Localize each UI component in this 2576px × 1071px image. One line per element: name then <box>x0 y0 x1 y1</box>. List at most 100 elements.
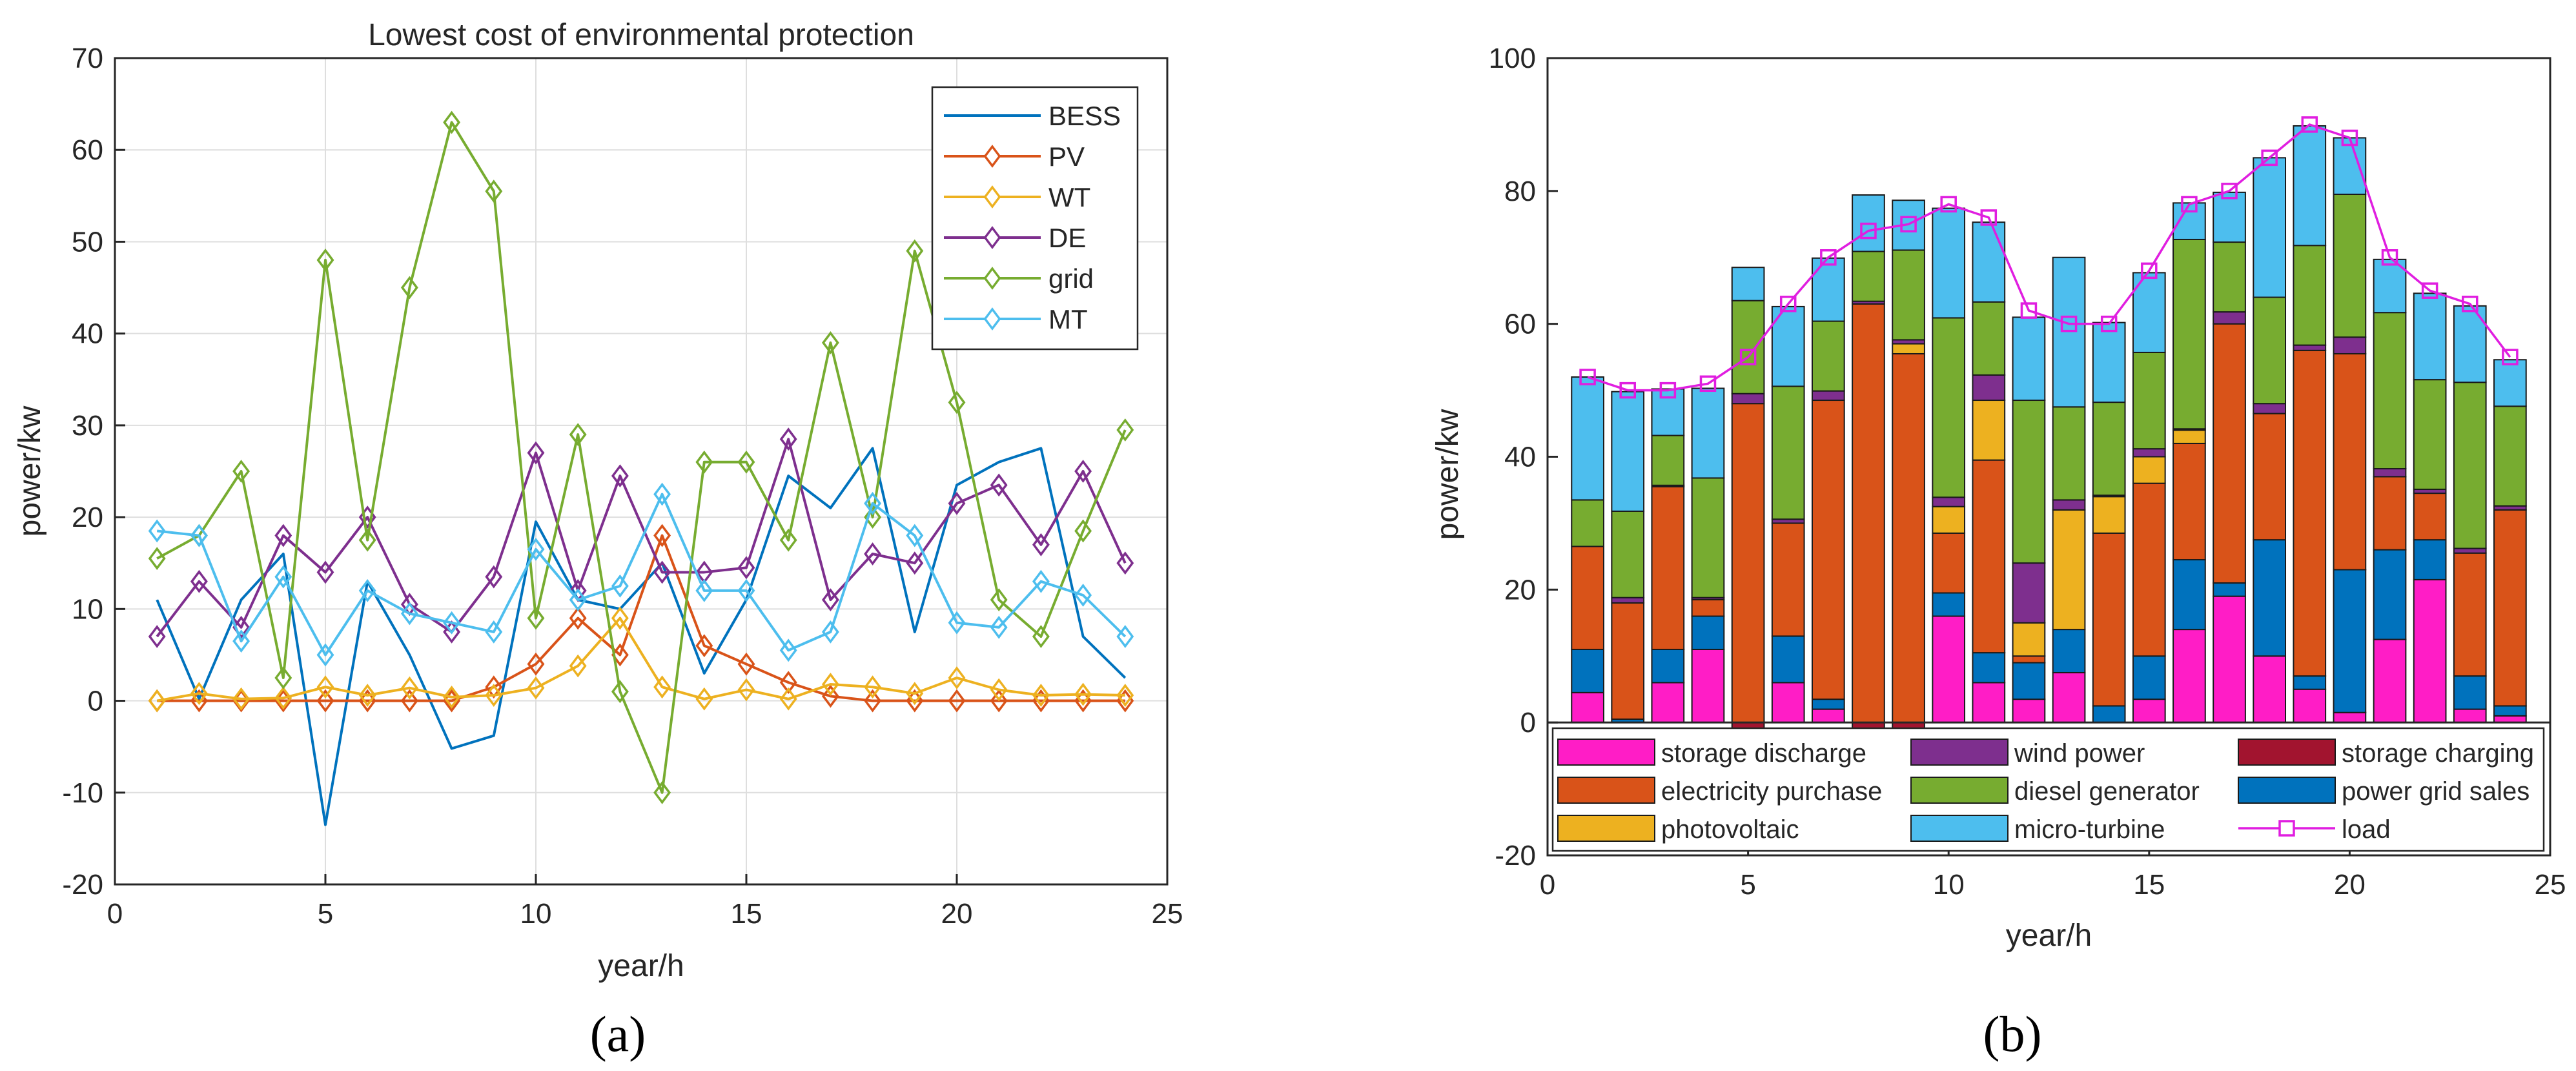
bar-segment-storage-discharge <box>2253 655 2287 724</box>
legend-swatch-storage-discharge <box>1557 739 1655 766</box>
load-marker <box>1940 196 1957 213</box>
load-marker <box>2381 249 2398 266</box>
data-point-de <box>527 441 545 465</box>
data-point-mt <box>443 611 461 635</box>
y-axis-label-b: power/kw <box>1431 409 1465 540</box>
bar-segment-power-grid-sales <box>2052 629 2086 673</box>
bar-segment-diesel-generator <box>1972 301 2006 376</box>
data-point-mt <box>527 537 545 561</box>
x-tick-label: 25 <box>2535 869 2566 901</box>
bar-segment-micro-turbine <box>1691 387 1725 479</box>
data-point-mt <box>358 578 376 602</box>
legend-label-de: DE <box>1048 223 1086 253</box>
data-point-wt <box>1074 682 1092 706</box>
bar-segment-wind-power <box>2052 499 2086 511</box>
load-marker <box>1820 249 1837 266</box>
bar-segment-micro-turbine <box>2052 256 2086 408</box>
legend-swatch-photovoltaic <box>1557 815 1655 842</box>
bar-segment-power-grid-sales <box>2333 569 2367 713</box>
bar-segment-diesel-generator <box>1651 434 1685 486</box>
legend-swatch-micro-turbine <box>1910 815 2009 842</box>
data-point-de <box>779 427 797 451</box>
data-point-mt <box>906 524 924 547</box>
data-point-wt <box>190 682 208 706</box>
bar-segment-micro-turbine <box>1651 388 1685 436</box>
x-tick-label: 15 <box>731 898 762 930</box>
x-tick-label: 10 <box>520 898 552 930</box>
data-point-pv <box>948 689 966 713</box>
bar-segment-diesel-generator <box>1611 510 1645 598</box>
legend-marker-grid <box>983 267 1001 290</box>
load-marker <box>1579 369 1596 385</box>
y-tick-label: 50 <box>72 226 103 258</box>
bar-segment-storage-discharge <box>2453 708 2487 724</box>
data-point-grid <box>148 547 166 571</box>
bar-segment-power-grid-sales <box>2293 675 2327 690</box>
bar-segment-power-grid-sales <box>1972 652 2006 684</box>
data-point-wt <box>864 675 882 699</box>
bar-segment-storage-discharge <box>2052 671 2086 724</box>
y-tick-label: -10 <box>62 777 103 809</box>
panel-label-a: (a) <box>590 1006 646 1062</box>
data-point-grid <box>1032 625 1050 648</box>
data-point-mt <box>1032 569 1050 593</box>
data-point-grid <box>358 528 376 552</box>
x-tick-label: 15 <box>2133 869 2165 901</box>
data-point-mt <box>1074 584 1092 607</box>
bar-segment-electricity-purchase <box>2092 532 2126 707</box>
x-tick-label: 5 <box>1740 869 1755 901</box>
data-point-pv <box>569 606 587 630</box>
legend-label-electricity-purchase: electricity purchase <box>1661 777 1882 806</box>
data-point-mt <box>653 482 671 506</box>
bar-segment-wind-power <box>1811 390 1845 402</box>
bar-segment-photovoltaic <box>2012 622 2046 657</box>
data-point-wt <box>1116 684 1134 707</box>
bar-segment-wind-power <box>1611 597 1645 604</box>
bar-segment-diesel-generator <box>2172 238 2206 430</box>
bar-segment-diesel-generator <box>2253 296 2287 405</box>
bar-segment-power-grid-sales <box>2213 582 2246 597</box>
load-marker <box>2301 116 2318 133</box>
bar-segment-electricity-purchase <box>2453 552 2487 677</box>
bar-segment-micro-turbine <box>1571 376 1604 501</box>
bar-segment-storage-discharge <box>2333 711 2367 724</box>
bar-segment-diesel-generator <box>1892 249 1925 341</box>
bar-segment-electricity-purchase <box>2373 476 2407 551</box>
data-point-grid <box>400 276 418 300</box>
legend-label-bess: BESS <box>1048 101 1121 131</box>
load-marker <box>2341 129 2358 147</box>
bar-segment-photovoltaic <box>2052 509 2086 631</box>
bar-segment-micro-turbine <box>2293 125 2327 247</box>
bar-segment-photovoltaic <box>1932 505 1966 534</box>
bar-segment-micro-turbine <box>1731 267 1765 301</box>
data-point-wt <box>1032 684 1050 707</box>
bar-segment-micro-turbine <box>1811 257 1845 322</box>
data-point-de <box>443 620 461 644</box>
data-point-wt <box>148 689 166 713</box>
data-point-pv <box>737 652 755 676</box>
bar-segment-diesel-generator <box>2493 405 2527 507</box>
data-point-mt <box>737 578 755 602</box>
data-point-mt <box>274 565 292 589</box>
load-line-group <box>1579 116 2519 399</box>
bar-segment-storage-discharge <box>1771 682 1805 724</box>
y-tick-label: 40 <box>1504 442 1536 473</box>
bar-segment-storage-discharge <box>1651 682 1685 724</box>
y-tick-label: 40 <box>72 318 103 350</box>
y-tick-label: -20 <box>1495 840 1536 872</box>
bar-segment-photovoltaic <box>1972 400 2006 461</box>
legend-label-grid: grid <box>1048 263 1094 294</box>
bar-segment-electricity-purchase <box>1771 522 1805 637</box>
bar-segment-micro-turbine <box>1972 221 2006 303</box>
data-point-de <box>190 569 208 593</box>
data-point-grid <box>864 505 882 529</box>
y-tick-label: 20 <box>72 502 103 533</box>
data-point-pv <box>990 689 1008 713</box>
bar-segment-micro-turbine <box>1932 207 1966 319</box>
x-tick-label: 5 <box>318 898 333 930</box>
data-point-wt <box>653 675 671 699</box>
data-point-pv <box>485 675 503 699</box>
bar-segment-power-grid-sales <box>2413 539 2447 580</box>
data-point-de <box>148 625 166 648</box>
data-point-mt <box>569 588 587 612</box>
